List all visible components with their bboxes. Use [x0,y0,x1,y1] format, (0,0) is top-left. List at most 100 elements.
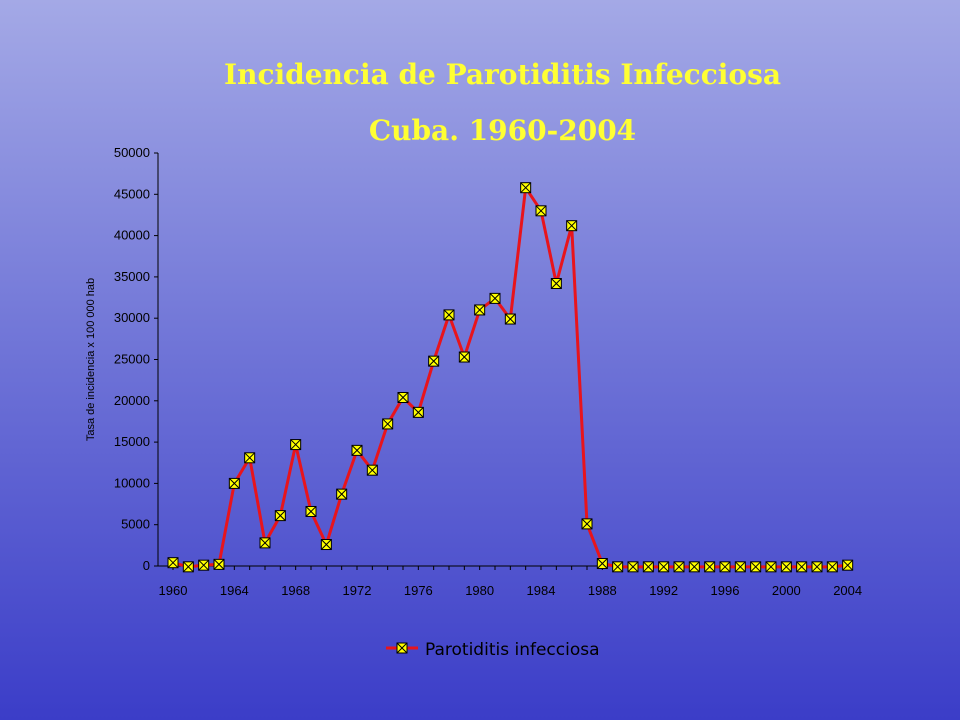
marker-cross-b [765,561,777,573]
data-point [336,488,348,500]
x-tick-label: 2004 [833,583,862,598]
marker-cross-b [198,559,210,571]
data-point [704,561,716,573]
data-point [274,510,286,522]
y-axis-ticks: 0 5000 10000 15000 20000 25000 30000 35000 40000… [114,145,158,573]
marker-cross-b [842,559,854,571]
marker-cross-b [612,561,624,573]
y-tick-label: 45000 [114,186,150,201]
data-point [811,561,823,573]
x-tick-label: 2000 [772,583,801,598]
x-tick-label: 1960 [159,583,188,598]
data-point [259,537,271,549]
data-point [489,292,501,304]
marker-cross-b [366,464,378,476]
legend: Parotiditis infecciosa [386,640,600,660]
data-point [397,391,409,403]
data-point [305,505,317,517]
marker-cross-b [780,561,792,573]
marker-cross-b [489,293,501,304]
data-point [412,406,424,418]
x-tick-label: 1964 [220,583,249,598]
marker-cross-b [550,278,562,289]
data-point [734,561,746,573]
marker-cross-b [458,351,470,363]
data-point [167,557,179,569]
y-tick-label: 20000 [114,393,150,408]
marker-cross-b [581,518,593,530]
marker-cross-b [719,561,731,573]
marker-cross-b [704,561,716,573]
data-point [780,561,792,573]
data-point [428,355,440,367]
y-tick-label: 15000 [114,434,150,449]
marker-cross-b [382,418,394,430]
marker-cross-b [826,561,838,573]
marker-cross-b [428,355,440,367]
data-point [535,205,547,217]
y-axis-label: Tasa de incidencia x 100 000 hab [85,278,97,441]
data-point [458,351,470,363]
marker-cross-b [228,478,240,489]
series-line [172,186,848,569]
data-point [550,278,562,290]
data-point [198,559,210,571]
x-tick-label: 1984 [527,583,556,598]
marker-cross-b [182,561,194,573]
marker-cross-b [474,304,486,316]
data-point [504,313,516,325]
marker-cross-b [244,452,256,464]
marker-cross-b [213,558,225,570]
data-point [826,561,838,573]
marker-cross-b [443,309,455,321]
data-point [658,561,670,573]
marker-cross-b [336,488,348,500]
marker-cross-b [397,392,409,403]
data-point [673,561,685,573]
marker-cross-b [305,506,317,517]
x-tick-label: 1988 [588,583,617,598]
marker-cross-b [320,539,332,550]
data-point [719,561,731,573]
marker-cross-b [351,445,363,456]
plot-area [167,182,854,573]
data-point [596,558,608,570]
legend-marker [396,642,408,654]
marker-cross-b [290,439,302,450]
y-tick-label: 25000 [114,352,150,367]
y-tick-label: 10000 [114,475,150,490]
data-point [351,444,363,456]
marker-cross-b [734,561,746,573]
chart-axes [157,153,848,567]
marker-cross-b [566,220,578,232]
x-tick-label: 1980 [465,583,494,598]
data-point [382,418,394,430]
data-point [520,182,532,194]
legend-marker-swatch [396,642,408,654]
data-point [688,561,700,573]
data-point [290,439,302,451]
x-tick-label: 1968 [281,583,310,598]
marker-cross-b [750,561,762,573]
marker-cross-b [259,537,271,549]
data-point [750,561,762,573]
y-tick-label: 35000 [114,269,150,284]
marker-cross-b [796,561,808,573]
data-point [627,561,639,573]
y-tick-label: 30000 [114,310,150,325]
marker-cross-b [535,205,547,217]
data-point [244,452,256,464]
marker-cross-b [811,561,823,573]
marker-cross-b [688,561,700,573]
x-tick-label: 1972 [343,583,372,598]
data-point [474,304,486,316]
data-point [228,477,240,489]
legend-label: Parotiditis infecciosa [425,640,600,660]
marker-cross-b [504,313,516,325]
chart-subtitle: Cuba. 1960-2004 [368,114,637,147]
marker-cross-b [627,561,639,573]
marker-cross-b [596,558,608,569]
data-point [612,561,624,573]
x-tick-label: 1976 [404,583,433,598]
